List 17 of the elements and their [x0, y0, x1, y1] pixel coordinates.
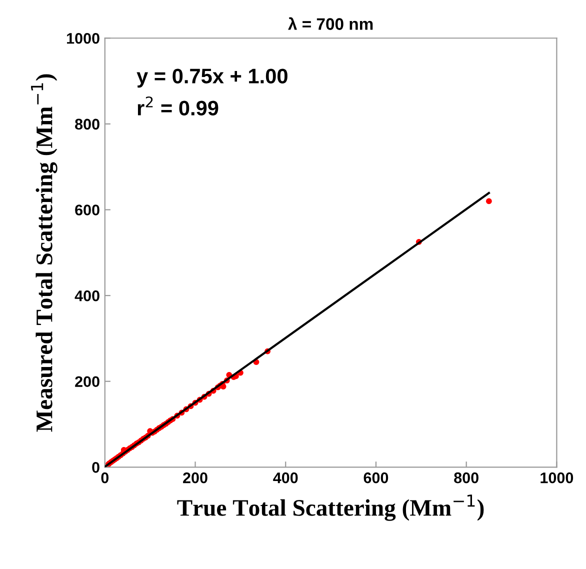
y-tick-label: 1000	[67, 32, 100, 44]
y-tick-label: 600	[75, 204, 100, 216]
y-tick-label: 200	[75, 376, 100, 388]
annotation: y = 0.75x + 1.00	[136, 68, 288, 88]
x-tick-label: 200	[183, 472, 208, 484]
x-axis-title: True Total Scattering (Mm$^{−1}$)	[177, 494, 484, 521]
y-axis-title: Measured Total Scattering (Mm$^{−1}$)	[31, 74, 58, 432]
x-tick-label: 0	[101, 472, 109, 484]
x-tick-label: 400	[273, 472, 298, 484]
y-tick-label: 0	[92, 462, 100, 473]
x-tick-label: 800	[454, 472, 478, 484]
y-tick-label: 800	[75, 118, 100, 130]
x-tick-label: 600	[364, 472, 388, 484]
annotation: r$^{2}$ = 0.99	[138, 96, 218, 116]
y-tick-label: 400	[74, 290, 100, 302]
chart-title: λ = 700 nm	[288, 17, 373, 30]
x-tick-label: 1000	[540, 472, 574, 484]
